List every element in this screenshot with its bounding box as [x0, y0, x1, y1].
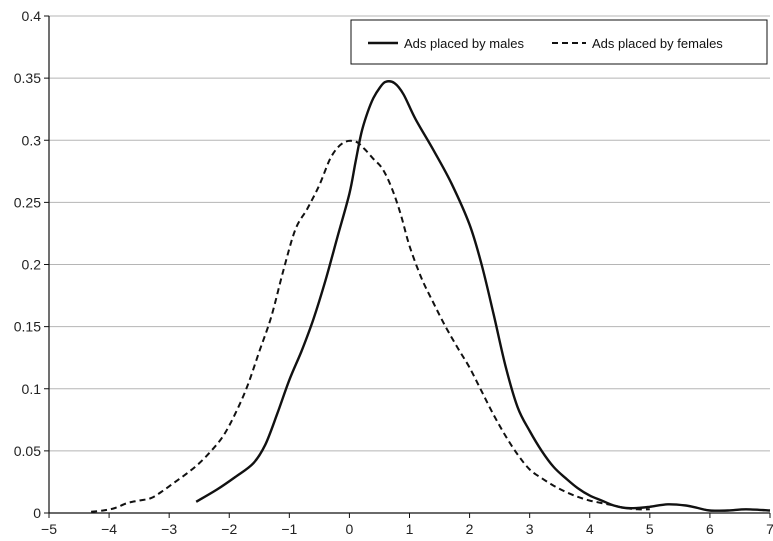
x-tick-label: 7 — [766, 521, 773, 537]
x-tick-label: 4 — [586, 521, 594, 537]
legend-box — [350, 19, 768, 65]
x-tick-label: 0 — [346, 521, 354, 537]
x-tick-label: 2 — [466, 521, 474, 537]
x-tick-label: 3 — [526, 521, 534, 537]
series-lines — [91, 80, 771, 513]
x-tick-label: 6 — [706, 521, 714, 537]
legend: Ads placed by males Ads placed by female… — [350, 19, 768, 65]
series-line-females — [91, 139, 650, 513]
x-tick-label: −4 — [101, 521, 117, 537]
legend-label-males: Ads placed by males — [404, 36, 524, 51]
y-tick-label: 0.25 — [14, 194, 41, 210]
x-tick-label: −1 — [281, 521, 297, 537]
x-tick-label: −3 — [161, 521, 177, 537]
y-tick-label: 0.15 — [14, 319, 41, 335]
x-tick-label: −2 — [221, 521, 237, 537]
y-tick-label: 0.1 — [22, 381, 42, 397]
y-tick-label: 0 — [33, 505, 41, 521]
gridlines — [49, 15, 770, 452]
y-tick-label: 0.35 — [14, 70, 41, 86]
y-tick-label: 0.4 — [22, 8, 42, 24]
legend-label-females: Ads placed by females — [592, 36, 723, 51]
x-tick-label: 1 — [406, 521, 414, 537]
y-tick-label: 0.2 — [22, 257, 42, 273]
y-tick-label: 0.3 — [22, 132, 42, 148]
x-tick-label: −5 — [41, 521, 57, 537]
series-line-males — [195, 80, 771, 512]
x-tick-label: 5 — [646, 521, 654, 537]
axes: 0 0.05 0.1 0.15 0.2 0.25 0.3 0.35 0.4 −5 −4 −3 −2 −1 0… — [14, 8, 773, 537]
y-tick-label: 0.05 — [14, 443, 41, 459]
